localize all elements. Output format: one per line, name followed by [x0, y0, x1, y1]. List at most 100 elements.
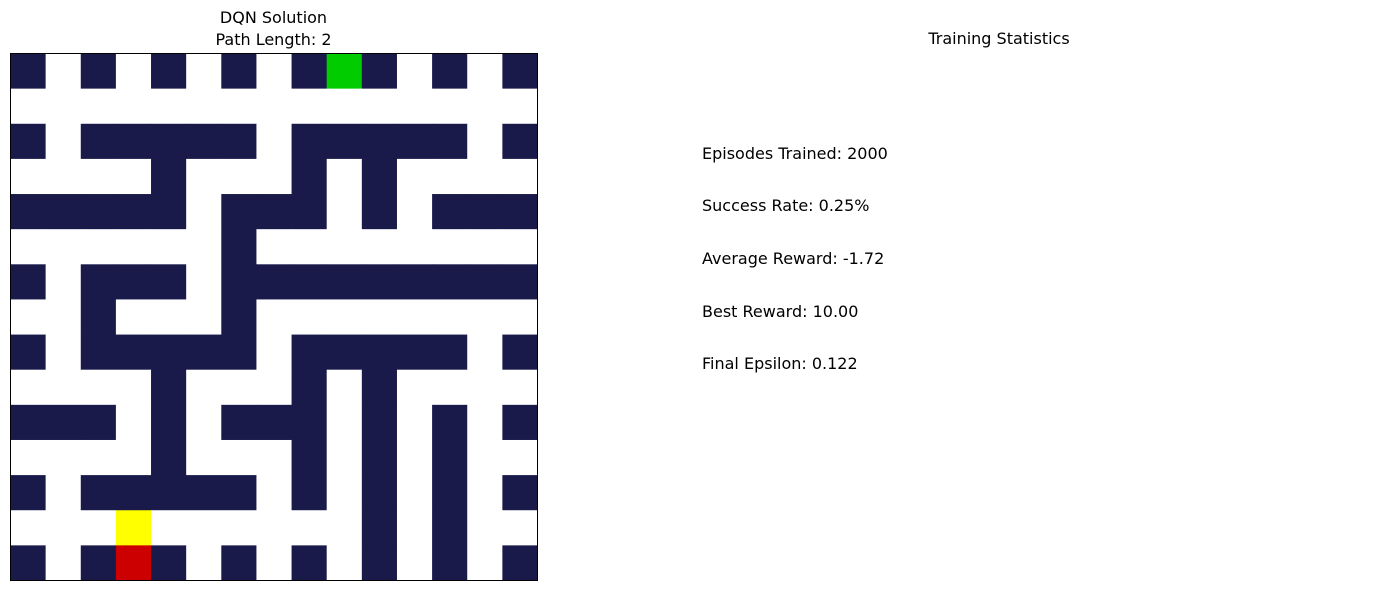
maze-cell-open: [151, 88, 187, 125]
maze-cell-wall: [80, 545, 117, 581]
maze-cell-open: [361, 88, 398, 125]
maze-cell-open: [115, 369, 152, 406]
maze-cell-open: [151, 299, 187, 335]
maze-cell-open: [432, 229, 468, 265]
maze-cell-open: [80, 510, 117, 546]
maze-cell-wall: [151, 439, 187, 476]
maze-cell-wall: [396, 123, 433, 160]
maze-cell-wall: [221, 475, 257, 511]
maze-cell-open: [396, 404, 433, 441]
maze-cell-open: [256, 369, 292, 406]
maze-cell-open: [467, 439, 503, 476]
maze-cell-goal: [326, 53, 363, 90]
maze-cell-open: [502, 369, 538, 406]
maze-cell-wall: [186, 123, 222, 160]
maze-cell-open: [467, 404, 503, 441]
maze-cell-open: [326, 194, 363, 230]
maze-cell-wall: [432, 475, 468, 511]
maze-cell-wall: [467, 194, 503, 230]
maze-border: [10, 53, 538, 581]
maze-cell-wall: [432, 123, 468, 160]
maze-cell-open: [45, 158, 82, 195]
maze-cell-open: [80, 369, 117, 406]
maze-cell-wall: [502, 334, 538, 371]
maze-cell-open: [326, 229, 363, 265]
maze-cell-wall: [256, 194, 292, 230]
maze-cell-open: [256, 334, 292, 371]
maze-cell-open: [115, 229, 152, 265]
maze-cell-open: [45, 369, 82, 406]
maze-cell-wall: [80, 404, 117, 441]
maze-cell-open: [361, 229, 398, 265]
maze-cell-wall: [186, 475, 222, 511]
maze-cell-open: [80, 439, 117, 476]
maze-cell-wall: [291, 158, 328, 195]
maze-cell-open: [10, 299, 47, 335]
maze-cell-open: [221, 510, 257, 546]
maze-cell-open: [186, 88, 222, 125]
maze-cell-open: [186, 404, 222, 441]
maze-cell-wall: [10, 123, 47, 160]
maze-cell-open: [502, 439, 538, 476]
maze-cell-open: [10, 369, 47, 406]
maze-cell-open: [45, 88, 82, 125]
maze-cell-open: [396, 194, 433, 230]
maze-cell-wall: [151, 475, 187, 511]
maze-cell-wall: [186, 334, 222, 371]
maze-cell-open: [115, 404, 152, 441]
maze-cell-open: [432, 369, 468, 406]
maze-cell-wall: [502, 545, 538, 581]
maze-cell-open: [396, 53, 433, 90]
maze-cell-open: [256, 439, 292, 476]
maze-cell-wall: [502, 123, 538, 160]
maze-cell-open: [432, 88, 468, 125]
maze-cell-wall: [221, 299, 257, 335]
maze-cell-wall: [10, 194, 47, 230]
maze-cell-open: [467, 545, 503, 581]
maze-cell-wall: [115, 475, 152, 511]
maze-subtitle: Path Length: 2: [215, 30, 332, 49]
maze-cell-open: [186, 229, 222, 265]
maze-cell-wall: [432, 545, 468, 581]
maze-cell-wall: [10, 264, 47, 300]
maze-cell-wall: [467, 264, 503, 300]
maze-cell-open: [256, 475, 292, 511]
maze-cell-wall: [291, 369, 328, 406]
maze-cell-open: [467, 229, 503, 265]
maze-cell-open: [291, 88, 328, 125]
maze-cell-wall: [361, 264, 398, 300]
maze-cell-wall: [291, 53, 328, 90]
maze-cell-open: [10, 158, 47, 195]
maze-cell-open: [45, 229, 82, 265]
maze-cell-wall: [10, 53, 47, 90]
maze-cell-wall: [115, 264, 152, 300]
maze-cell-open: [115, 53, 152, 90]
maze-cell-wall: [10, 334, 47, 371]
maze-cell-wall: [151, 264, 187, 300]
maze-cell-wall: [432, 53, 468, 90]
maze-cell-open: [396, 439, 433, 476]
maze-cell-wall: [221, 334, 257, 371]
maze-cell-wall: [432, 334, 468, 371]
maze-cell-open: [115, 88, 152, 125]
maze-cell-wall: [291, 123, 328, 160]
maze-cell-open: [45, 475, 82, 511]
maze-cell-open: [396, 510, 433, 546]
maze-cell-wall: [151, 545, 187, 581]
maze-cell-open: [467, 123, 503, 160]
maze-cell-wall: [10, 545, 47, 581]
maze-cell-open: [221, 158, 257, 195]
maze-cell-open: [502, 229, 538, 265]
maze-cell-open: [10, 229, 47, 265]
maze-cell-open: [45, 334, 82, 371]
maze-cell-wall: [221, 53, 257, 90]
maze-cell-wall: [361, 334, 398, 371]
maze-cell-wall: [361, 158, 398, 195]
maze-cell-open: [467, 369, 503, 406]
maze-cell-open: [502, 510, 538, 546]
maze-cell-wall: [361, 404, 398, 441]
maze-cell-open: [45, 439, 82, 476]
maze-cell-wall: [151, 334, 187, 371]
maze-cell-open: [186, 369, 222, 406]
maze-cell-open: [326, 545, 363, 581]
